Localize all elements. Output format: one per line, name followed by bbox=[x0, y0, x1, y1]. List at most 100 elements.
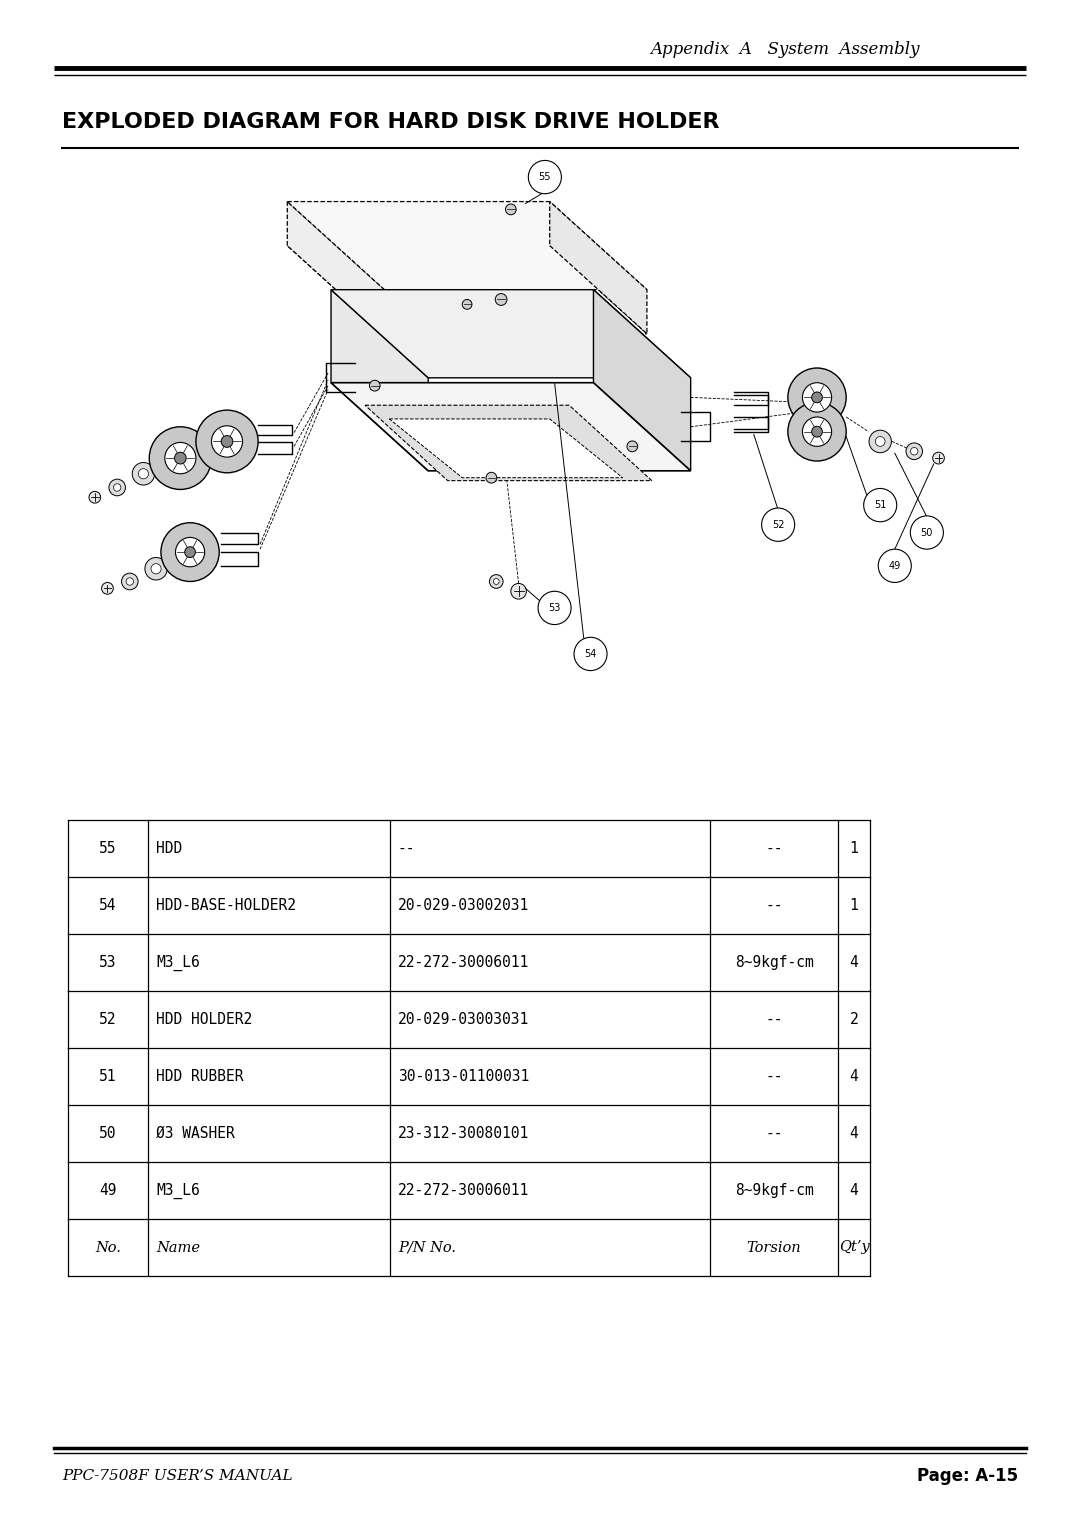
Text: --: -- bbox=[399, 841, 416, 856]
Circle shape bbox=[812, 426, 822, 436]
Circle shape bbox=[145, 557, 167, 580]
Text: 20-029-03003031: 20-029-03003031 bbox=[399, 1012, 529, 1027]
Circle shape bbox=[802, 417, 832, 446]
Circle shape bbox=[151, 563, 161, 574]
Circle shape bbox=[195, 410, 258, 473]
Circle shape bbox=[505, 204, 516, 215]
Circle shape bbox=[511, 583, 526, 600]
Text: --: -- bbox=[766, 1126, 783, 1141]
Text: Appendix  A   System  Assembly: Appendix A System Assembly bbox=[650, 41, 920, 58]
Text: 4: 4 bbox=[850, 1183, 859, 1198]
Text: 23-312-30080101: 23-312-30080101 bbox=[399, 1126, 529, 1141]
Text: M3_L6: M3_L6 bbox=[156, 1183, 200, 1198]
Circle shape bbox=[369, 380, 380, 391]
Circle shape bbox=[788, 368, 847, 427]
Text: 50: 50 bbox=[920, 528, 933, 537]
Circle shape bbox=[878, 549, 912, 583]
Circle shape bbox=[910, 516, 944, 549]
Text: 50: 50 bbox=[99, 1126, 117, 1141]
Circle shape bbox=[876, 436, 886, 446]
Polygon shape bbox=[365, 406, 652, 481]
Circle shape bbox=[126, 578, 134, 584]
Circle shape bbox=[102, 583, 113, 594]
Text: 54: 54 bbox=[99, 897, 117, 913]
Text: 22-272-30006011: 22-272-30006011 bbox=[399, 955, 529, 971]
Circle shape bbox=[161, 523, 219, 581]
Text: --: -- bbox=[766, 1070, 783, 1083]
Circle shape bbox=[165, 443, 195, 473]
Polygon shape bbox=[550, 201, 647, 334]
Circle shape bbox=[113, 484, 121, 491]
Text: HDD RUBBER: HDD RUBBER bbox=[156, 1070, 243, 1083]
Text: HDD-BASE-HOLDER2: HDD-BASE-HOLDER2 bbox=[156, 897, 296, 913]
Text: 53: 53 bbox=[549, 603, 561, 613]
Polygon shape bbox=[287, 201, 647, 290]
Text: Name: Name bbox=[156, 1241, 200, 1254]
Text: 52: 52 bbox=[772, 520, 784, 530]
Text: --: -- bbox=[766, 1012, 783, 1027]
Text: No.: No. bbox=[95, 1241, 121, 1254]
Text: EXPLODED DIAGRAM FOR HARD DISK DRIVE HOLDER: EXPLODED DIAGRAM FOR HARD DISK DRIVE HOL… bbox=[62, 111, 719, 133]
Text: 22-272-30006011: 22-272-30006011 bbox=[399, 1183, 529, 1198]
Circle shape bbox=[122, 574, 138, 591]
Circle shape bbox=[869, 430, 891, 453]
Circle shape bbox=[494, 578, 499, 584]
Polygon shape bbox=[332, 383, 691, 472]
Text: 8~9kgf-cm: 8~9kgf-cm bbox=[734, 955, 813, 971]
Text: 4: 4 bbox=[850, 1070, 859, 1083]
Text: 1: 1 bbox=[850, 841, 859, 856]
Circle shape bbox=[906, 443, 922, 459]
Circle shape bbox=[812, 392, 822, 403]
Circle shape bbox=[933, 452, 944, 464]
Circle shape bbox=[138, 468, 148, 479]
Circle shape bbox=[528, 160, 562, 194]
Circle shape bbox=[212, 426, 243, 458]
Circle shape bbox=[109, 479, 125, 496]
Text: --: -- bbox=[766, 841, 783, 856]
Text: 53: 53 bbox=[99, 955, 117, 971]
Text: 55: 55 bbox=[539, 172, 551, 182]
Polygon shape bbox=[332, 290, 428, 472]
Text: HDD: HDD bbox=[156, 841, 183, 856]
Circle shape bbox=[788, 403, 847, 461]
Text: 4: 4 bbox=[850, 955, 859, 971]
Polygon shape bbox=[390, 420, 622, 478]
Text: 52: 52 bbox=[99, 1012, 117, 1027]
Circle shape bbox=[89, 491, 100, 504]
Circle shape bbox=[864, 488, 896, 522]
Circle shape bbox=[910, 447, 918, 455]
Circle shape bbox=[175, 452, 186, 464]
Text: 20-029-03002031: 20-029-03002031 bbox=[399, 897, 529, 913]
Polygon shape bbox=[594, 290, 691, 472]
Circle shape bbox=[802, 383, 832, 412]
Text: PPC-7508F USER’S MANUAL: PPC-7508F USER’S MANUAL bbox=[62, 1470, 293, 1483]
Text: P/N No.: P/N No. bbox=[399, 1241, 456, 1254]
Text: 30-013-01100031: 30-013-01100031 bbox=[399, 1070, 529, 1083]
Circle shape bbox=[761, 508, 795, 542]
Text: 1: 1 bbox=[850, 897, 859, 913]
Circle shape bbox=[486, 473, 497, 484]
Circle shape bbox=[489, 575, 503, 589]
Circle shape bbox=[185, 546, 195, 557]
Text: Qt’y: Qt’y bbox=[839, 1241, 869, 1254]
Circle shape bbox=[221, 435, 233, 447]
Text: 54: 54 bbox=[584, 649, 597, 659]
Polygon shape bbox=[332, 290, 691, 378]
Text: 4: 4 bbox=[850, 1126, 859, 1141]
Polygon shape bbox=[287, 201, 384, 334]
Circle shape bbox=[132, 462, 154, 485]
Text: 51: 51 bbox=[874, 501, 887, 510]
Text: M3_L6: M3_L6 bbox=[156, 954, 200, 971]
Text: 2: 2 bbox=[850, 1012, 859, 1027]
Text: 49: 49 bbox=[889, 562, 901, 571]
Circle shape bbox=[462, 299, 472, 310]
Text: 55: 55 bbox=[99, 841, 117, 856]
Circle shape bbox=[538, 591, 571, 624]
Circle shape bbox=[627, 441, 637, 452]
Text: 49: 49 bbox=[99, 1183, 117, 1198]
Circle shape bbox=[175, 537, 205, 566]
Text: 51: 51 bbox=[99, 1070, 117, 1083]
Text: Ø3 WASHER: Ø3 WASHER bbox=[156, 1126, 234, 1141]
Text: --: -- bbox=[766, 897, 783, 913]
Text: Page: A-15: Page: A-15 bbox=[917, 1466, 1018, 1485]
